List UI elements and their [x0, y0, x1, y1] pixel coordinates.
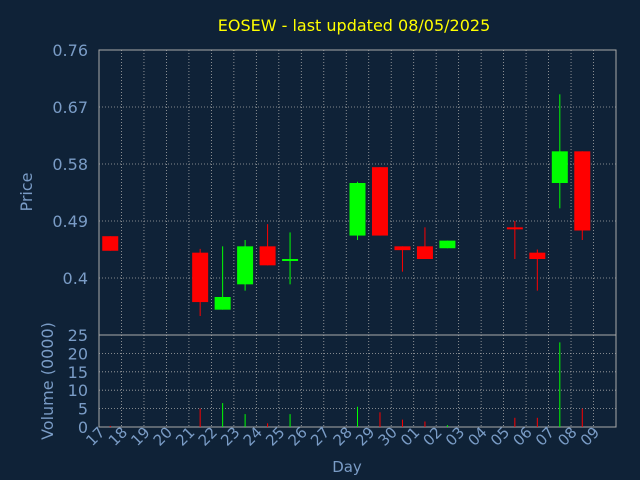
candle-body	[574, 151, 591, 231]
candle-body	[349, 183, 366, 236]
candle-body	[259, 246, 276, 266]
candle-body	[192, 252, 209, 303]
volume-axis-label: Volume (0000)	[38, 322, 57, 440]
volume-tick-label: 10	[68, 381, 88, 400]
candle-body	[282, 259, 299, 261]
price-tick-label: 0.58	[52, 155, 88, 174]
price-axis-label: Price	[17, 172, 36, 211]
candle-body	[416, 246, 433, 259]
candle-body	[439, 240, 456, 249]
candle-body	[394, 246, 411, 251]
candle-body	[371, 167, 388, 236]
price-tick-label: 0.67	[52, 98, 88, 117]
candle-body	[551, 151, 568, 183]
price-tick-label: 0.4	[63, 269, 88, 288]
chart-title: EOSEW - last updated 08/05/2025	[218, 16, 491, 35]
price-panel: 0.76 0.67 0.58 0.49 0.4	[52, 41, 617, 336]
candle-body	[214, 297, 231, 310]
candle-body	[506, 227, 523, 230]
x-axis-label: Day	[332, 458, 362, 476]
price-tick-label: 0.76	[52, 41, 88, 60]
volume-tick-label: 25	[68, 326, 88, 345]
volume-tick-label: 5	[78, 400, 88, 419]
candle-body	[237, 246, 254, 285]
volume-tick-label: 20	[68, 344, 88, 363]
candle-body	[529, 252, 546, 259]
volume-tick-label: 15	[68, 363, 88, 382]
price-tick-label: 0.49	[52, 212, 88, 231]
candle-body	[102, 236, 119, 251]
volume-tick-label: 0	[78, 418, 88, 437]
